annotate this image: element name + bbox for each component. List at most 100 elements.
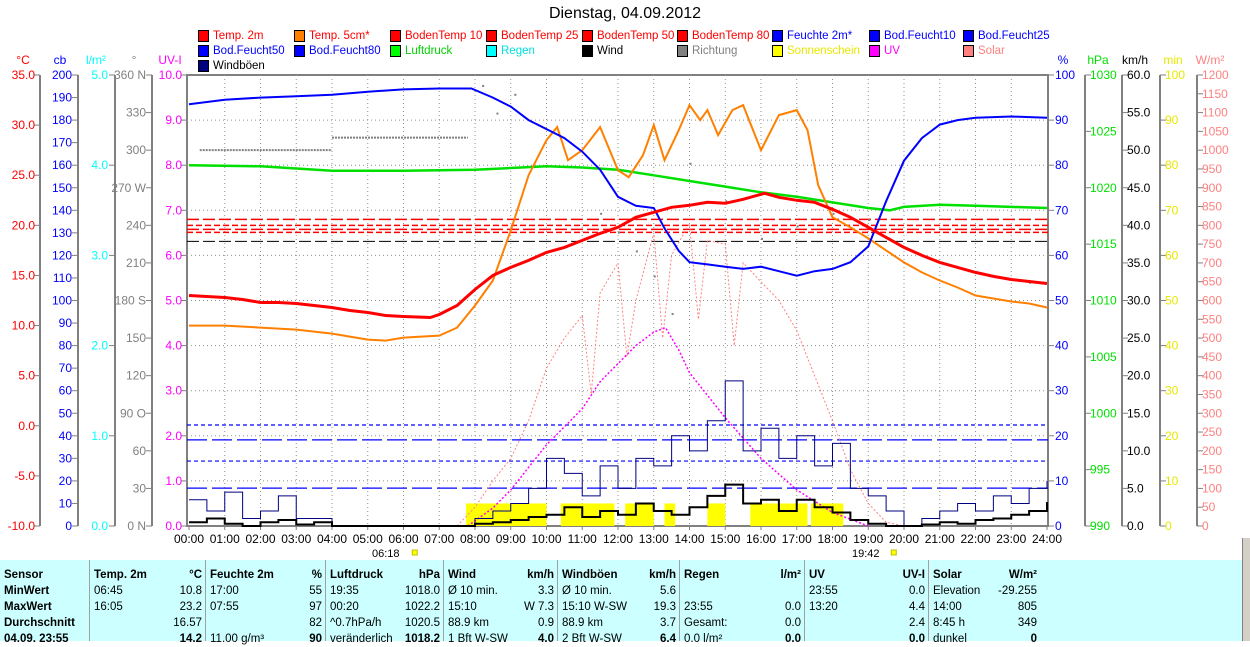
- axis-tick-label: 50: [1165, 294, 1179, 308]
- axis-tick-label: 60: [1165, 248, 1179, 262]
- legend-item[interactable]: Bod.Feucht25: [963, 30, 1050, 42]
- series-wind: [189, 483, 1048, 527]
- axis-tick-label: 850: [1202, 200, 1222, 214]
- legend-item[interactable]: Luftdruck: [390, 45, 452, 57]
- legend-item[interactable]: BodenTemp 10: [390, 30, 482, 42]
- legend-item[interactable]: Richtung: [677, 45, 737, 57]
- scrollbar[interactable]: [1242, 538, 1250, 641]
- axis-tick-label: 100: [1055, 68, 1075, 82]
- axis-tick-label: 5.0: [1127, 481, 1144, 495]
- table-cell: 8:45 h: [933, 617, 965, 629]
- axis-tick-label: 90: [59, 316, 73, 330]
- axis-tick-label: 40: [1055, 339, 1069, 353]
- direction-dot: [796, 225, 799, 228]
- table-cell: 14:00: [933, 601, 962, 613]
- axis-tick-label: 990: [1090, 519, 1110, 533]
- legend-item[interactable]: Feuchte 2m*: [772, 30, 852, 42]
- table-cell: 1018.2: [404, 633, 440, 645]
- axis-tick-label: 270 W: [111, 181, 146, 195]
- axis-tick-label: 400: [1202, 369, 1222, 383]
- table-column: Solar W/m² Elevation -29.255 14:00 805 8:45 h 3…: [928, 560, 1041, 645]
- table-cell: 2.4: [909, 617, 925, 629]
- legend-item[interactable]: Wind: [582, 45, 623, 57]
- table-cell: 0.0: [909, 633, 925, 645]
- legend-item[interactable]: Temp. 2m: [198, 30, 264, 42]
- legend-label: BodenTemp 50: [597, 30, 675, 42]
- axis-tick-label: 30: [1055, 384, 1069, 398]
- legend-item[interactable]: Regen: [486, 45, 535, 57]
- legend-swatch: [582, 45, 593, 57]
- axis-tick-label: 1050: [1202, 124, 1229, 138]
- legend-item[interactable]: BodenTemp 25: [486, 30, 578, 42]
- axis-tick-label: 150: [126, 331, 146, 345]
- legend-swatch: [390, 30, 401, 42]
- table-cell: W 7.3: [523, 601, 554, 613]
- table-cell: Solar: [933, 569, 962, 581]
- legend-swatch: [869, 30, 880, 42]
- axis-tick-label: 450: [1202, 350, 1222, 364]
- table-cell: 23:55: [684, 601, 713, 613]
- axis-tick-label: 550: [1202, 312, 1222, 326]
- axis-tick-label: 1025: [1090, 124, 1117, 138]
- axis-tick-label: 100: [1202, 481, 1222, 495]
- legend-swatch: [390, 45, 401, 57]
- legend-label: UV: [884, 45, 900, 57]
- table-cell: 10.8: [179, 585, 202, 597]
- axis-tick-label: 8.0: [165, 158, 182, 172]
- legend-item[interactable]: Bod.Feucht10: [869, 30, 956, 42]
- legend-item[interactable]: Bod.Feucht50: [198, 45, 285, 57]
- direction-dot: [600, 212, 603, 215]
- legend-item[interactable]: Windböen: [198, 60, 265, 72]
- axis-tick-label: 1150: [1202, 87, 1228, 101]
- axis-tick-label: 10.0: [159, 68, 183, 82]
- table-column: Temp. 2m °C 06:45 10.8 16:05 23.2 16.57 14.2: [89, 560, 206, 645]
- legend-item[interactable]: UV: [869, 45, 900, 57]
- axis-tick-label: 55.0: [1127, 106, 1151, 120]
- axis-tick-label: 80: [1055, 158, 1069, 172]
- direction-dot: [671, 313, 674, 316]
- table-cell: 15:10: [448, 601, 477, 613]
- table-column: Wind km/h Ø 10 min. 3.3 15:10 W 7.3 88.9 km 0.9…: [443, 560, 558, 645]
- axis-tick-label: 15.0: [12, 268, 36, 282]
- legend-item[interactable]: Sonnenschein: [772, 45, 860, 57]
- axis-unit-solar: W/m²: [1196, 53, 1225, 67]
- axis-tick-label: 1000: [1090, 406, 1117, 420]
- x-tick-label: 13:00: [639, 532, 669, 546]
- legend-label: BodenTemp 25: [501, 30, 579, 42]
- x-tick-label: 15:00: [710, 532, 740, 546]
- axis-tick-label: 800: [1202, 218, 1222, 232]
- x-tick-label: 18:00: [817, 532, 847, 546]
- axis-tick-label: 300: [1202, 406, 1222, 420]
- axis-tick-label: 190: [52, 91, 72, 105]
- table-cell: Ø 10 min.: [448, 585, 498, 597]
- axis-tick-label: 6.0: [165, 248, 182, 262]
- table-cell: 0.0: [785, 617, 801, 629]
- legend-swatch: [869, 45, 880, 57]
- axis-tick-label: 5.0: [18, 369, 35, 383]
- x-tick-label: 22:00: [960, 532, 990, 546]
- axis-tick-label: 650: [1202, 275, 1222, 289]
- table-cell: 04.09. 23:55: [4, 633, 69, 645]
- legend-item[interactable]: Solar: [963, 45, 1005, 57]
- legend-item[interactable]: BodenTemp 80: [677, 30, 769, 42]
- axis-tick-label: 210: [126, 256, 146, 270]
- table-cell: 0.0: [785, 601, 801, 613]
- legend-item[interactable]: BodenTemp 50: [582, 30, 674, 42]
- axis-tick-label: 900: [1202, 181, 1222, 195]
- series-solar: [456, 221, 905, 527]
- series-luftdruck: [188, 163, 1048, 212]
- table-cell: UV: [809, 569, 825, 581]
- legend-item[interactable]: Bod.Feucht80: [294, 45, 381, 57]
- table-cell: 07:55: [210, 601, 239, 613]
- table-cell: Ø 10 min.: [562, 585, 612, 597]
- axis-tick-label: 35.0: [12, 68, 36, 82]
- table-cell: dunkel: [933, 633, 967, 645]
- axis-tick-label: 110: [53, 271, 72, 285]
- legend-swatch: [772, 30, 783, 42]
- legend-swatch: [486, 45, 497, 57]
- table-cell: 1018.0: [404, 585, 440, 597]
- axis-tick-label: 0: [1055, 519, 1062, 533]
- legend-label: Solar: [978, 45, 1005, 57]
- legend-item[interactable]: Temp. 5cm*: [294, 30, 370, 42]
- axis-tick-label: 4.0: [165, 339, 182, 353]
